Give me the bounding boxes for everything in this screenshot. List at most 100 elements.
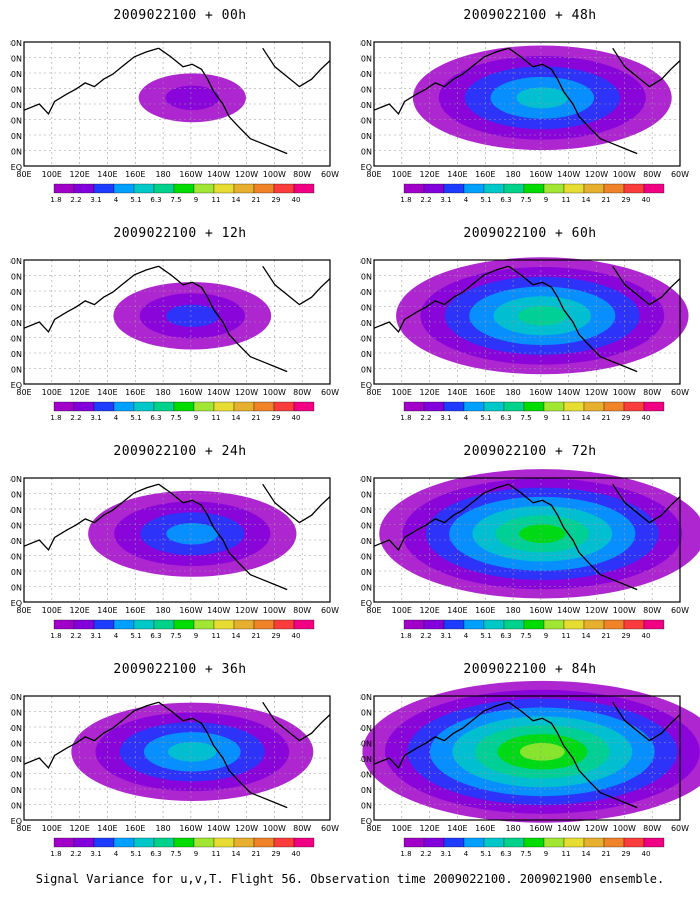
colorbar-swatch [503,183,525,194]
colorbar-swatch [93,183,115,194]
colorbar-label: 5.1 [480,632,491,640]
lon-label: 120W [235,606,258,615]
colorbar-swatch [423,401,445,412]
colorbar-swatch [583,837,605,848]
lon-label: 80E [16,388,31,397]
colorbar-swatch [443,183,465,194]
colorbar-swatch [213,619,235,630]
colorbar-swatch [213,401,235,412]
lon-label: 140E [97,388,117,397]
colorbar-label: 5.1 [130,850,141,858]
lat-label: 10N [360,366,372,375]
colorbar-label: 4 [464,632,469,640]
lon-label: 100E [42,824,62,833]
colorbar-swatch [463,183,485,194]
colorbar-swatch [233,183,255,194]
colorbar-label: 1.8 [50,414,61,422]
lat-label: 10N [10,584,22,593]
colorbar-swatch [293,619,315,630]
lat-label: 60N [360,70,372,79]
colorbar-swatch [623,837,645,848]
lon-label: 80W [643,388,661,397]
lon-label: 180 [155,824,170,833]
lon-label: 180 [155,170,170,179]
lat-label: 20N [10,568,22,577]
coastline [262,701,331,742]
lat-label: 50N [10,522,22,531]
map-panel: 2009022100 + 36h 80N 70N 60N 50N 40N 30N 20N 10N… [10,662,350,872]
colorbar-swatch [483,183,505,194]
colorbar-swatch [583,401,605,412]
colorbar-swatch [463,619,485,630]
colorbar-label: 3.1 [440,850,451,858]
colorbar-label: 11 [562,850,571,858]
colorbar-label: 3.1 [440,196,451,204]
colorbar-swatch [73,183,95,194]
colorbar-swatch [623,183,645,194]
colorbar-swatch [483,837,505,848]
lon-label: 180 [155,606,170,615]
lat-label: 80N [10,257,22,266]
colorbar-label: 4 [464,196,469,204]
colorbar-label: 2.2 [70,850,81,858]
lon-label: 160W [179,824,202,833]
colorbar-swatch [173,183,195,194]
coastline [612,483,681,524]
colorbar-swatch [503,401,525,412]
lon-label: 120E [69,824,89,833]
colorbar-swatch [273,619,295,630]
panel-title: 2009022100 + 60h [463,226,597,241]
lat-label: 70N [360,273,372,282]
lon-label: 100E [392,606,412,615]
colorbar-swatch [233,619,255,630]
colorbar-label: 21 [252,632,261,640]
lat-label: 80N [10,693,22,702]
colorbar-label: 6.3 [500,850,511,858]
colorbar-swatch [543,183,565,194]
lat-label: 60N [10,288,22,297]
variance-shading [165,304,219,328]
colorbar-swatch [583,183,605,194]
colorbar-label: 29 [622,850,631,858]
colorbar-swatch [133,837,155,848]
lon-label: 100W [613,388,636,397]
colorbar-swatch [173,619,195,630]
lat-label: 20N [10,786,22,795]
lon-label: 180 [155,388,170,397]
lat-label: 40N [360,755,372,764]
colorbar-label: 6.3 [150,850,161,858]
lon-label: 100W [613,606,636,615]
colorbar-swatch [443,401,465,412]
lon-label: 160E [125,606,145,615]
colorbar-label: 11 [212,632,221,640]
colorbar-label: 29 [622,414,631,422]
colorbar-swatch [643,837,665,848]
map-panel: 2009022100 + 72h 80N 70N 60N 50N 40N 30N 20N 10N… [360,444,700,654]
colorbar-swatch [213,837,235,848]
lat-label: 40N [10,319,22,328]
colorbar-swatch [443,619,465,630]
colorbar-label: 2.2 [70,632,81,640]
colorbar-label: 40 [642,632,651,640]
lon-label: 160E [125,170,145,179]
lon-label: 120E [69,170,89,179]
lon-label: 60W [321,606,339,615]
colorbar-label: 9 [544,850,548,858]
coastline [262,483,331,524]
colorbar-swatch [603,401,625,412]
lat-label: 20N [360,568,372,577]
variance-shading [519,524,566,544]
lon-label: 160W [179,606,202,615]
colorbar-swatch [73,837,95,848]
lat-label: 80N [360,475,372,484]
lon-label: 80E [16,606,31,615]
map-frame [373,41,681,167]
colorbar-swatch [53,837,75,848]
colorbar-label: 4 [464,414,469,422]
lon-label: 80W [293,824,311,833]
lat-label: 30N [360,553,372,562]
colorbar-swatch [113,401,135,412]
colorbar-swatch [253,183,275,194]
lat-label: EQ [11,599,22,608]
